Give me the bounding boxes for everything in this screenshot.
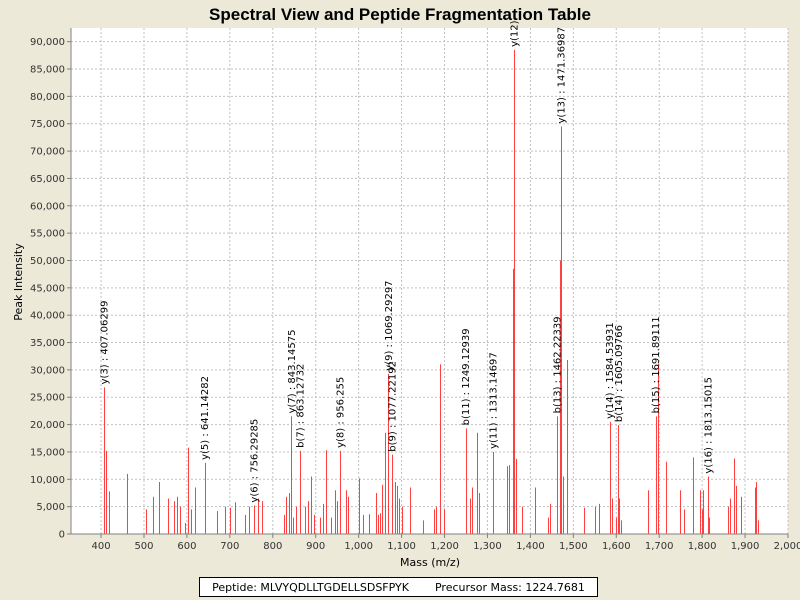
peak-label: y(11) : 1313.14697 (489, 352, 500, 449)
y-tick-label: 55,000 (30, 229, 65, 240)
x-tick-label: 1,300 (473, 541, 502, 552)
peak-label: y(3) : 407.06299 (100, 301, 111, 385)
peak-label: y(7) : 843.14575 (287, 330, 298, 414)
y-tick-label: 75,000 (30, 119, 65, 130)
peak-label: b(7) : 863.12732 (295, 364, 306, 448)
peak-labels: y(3) : 407.06299 y(5) : 641.14282 y(6) : 7… (100, 20, 715, 502)
y-tick-label: 80,000 (30, 92, 65, 103)
x-tick-label: 500 (134, 541, 153, 552)
grid-lines (71, 28, 789, 534)
peak-label: b(15) : 1691.89111 (651, 316, 662, 413)
y-tick-label: 50,000 (30, 256, 65, 267)
x-tick-label: 700 (220, 541, 239, 552)
x-tick-label: 1,400 (516, 541, 545, 552)
axis-ticks: 0 5,000 10,000 15,000 20,000 25,000 30,000 35,0… (30, 37, 800, 552)
y-tick-label: 90,000 (30, 37, 65, 48)
peak-label: y(16) : 1813.15015 (703, 377, 714, 474)
y-tick-label: 35,000 (30, 338, 65, 349)
x-tick-label: 1,800 (688, 541, 717, 552)
x-tick-label: 1,900 (731, 541, 760, 552)
y-tick-label: 30,000 (30, 365, 65, 376)
y-tick-label: 65,000 (30, 174, 65, 185)
plot-area (71, 28, 788, 534)
y-axis-label: Peak Intensity (12, 243, 25, 321)
x-tick-label: 2,000 (774, 541, 800, 552)
peak-label: y(8) : 956.255 (335, 377, 346, 448)
peak-label: y(14) : 1584.53931 (605, 322, 616, 419)
x-tick-label: 900 (306, 541, 325, 552)
precursor-mass-text: Precursor Mass: 1224.7681 (434, 580, 585, 594)
peak-label: b(9) : 1077.22192 (387, 361, 398, 452)
peak-label: b(13) : 1462.22339 (553, 316, 564, 413)
x-tick-label: 1,200 (430, 541, 459, 552)
y-tick-label: 70,000 (30, 147, 65, 158)
y-tick-label: 5,000 (36, 502, 65, 513)
y-tick-label: 15,000 (30, 447, 65, 458)
peaks (104, 49, 759, 534)
x-axis-label: Mass (m/z) (400, 556, 460, 569)
x-tick-label: 800 (263, 541, 282, 552)
peptide-text: Peptide: MLVYQDLLTGDELLSDSFPYK (212, 580, 409, 594)
y-tick-label: 10,000 (30, 475, 65, 486)
peak-label: b(11) : 1249.12939 (461, 328, 472, 425)
x-tick-label: 1,600 (602, 541, 631, 552)
x-tick-label: 400 (92, 541, 111, 552)
peak-label: y(6) : 756.29285 (250, 419, 261, 503)
chart-title: Spectral View and Peptide Fragmentation … (209, 5, 591, 24)
x-tick-label: 1,000 (344, 541, 373, 552)
y-tick-label: 0 (59, 530, 65, 541)
x-tick-label: 1,700 (645, 541, 674, 552)
peak-label: y(9) : 1069.29297 (384, 280, 395, 370)
y-tick-label: 85,000 (30, 65, 65, 76)
y-tick-label: 60,000 (30, 201, 65, 212)
peak-label: y(12) (509, 20, 520, 47)
y-tick-label: 20,000 (30, 420, 65, 431)
x-tick-label: 1,500 (559, 541, 588, 552)
axes (70, 28, 788, 535)
x-tick-label: 1,100 (387, 541, 416, 552)
peak-label: y(5) : 641.14282 (200, 376, 211, 460)
peptide-info-box: Peptide: MLVYQDLLTGDELLSDSFPYK Precursor… (199, 577, 598, 597)
y-tick-label: 45,000 (30, 283, 65, 294)
peak-label: b(14) : 1605.09766 (614, 325, 625, 422)
y-tick-label: 25,000 (30, 393, 65, 404)
peak-label: y(13) : 1471.36987 (557, 27, 568, 124)
y-tick-label: 40,000 (30, 311, 65, 322)
x-tick-label: 600 (177, 541, 196, 552)
